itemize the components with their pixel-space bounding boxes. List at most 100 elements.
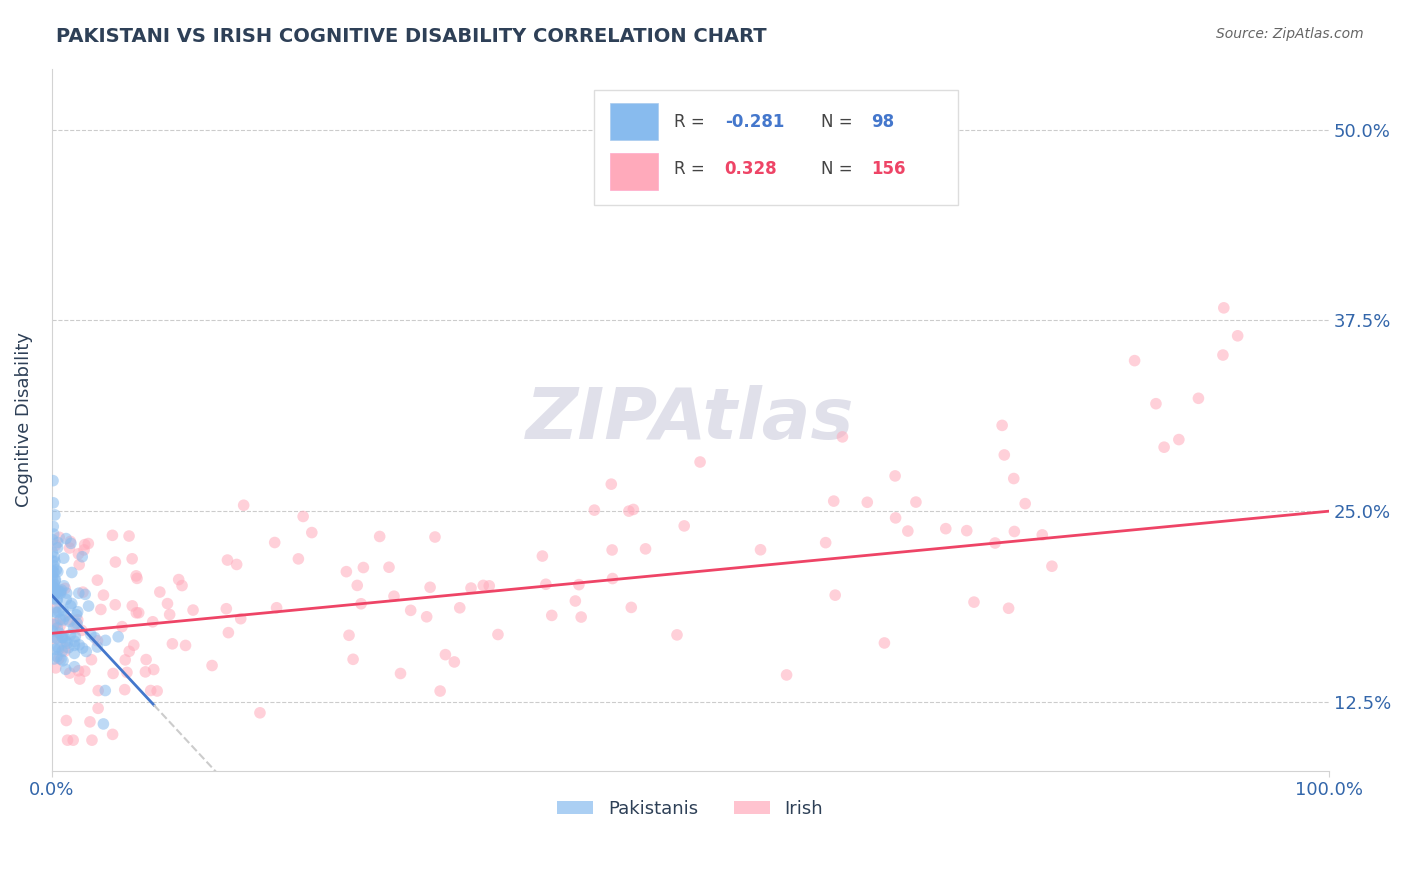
- Point: [249, 706, 271, 720]
- Point: [52, 631, 75, 645]
- Point: [42, 564, 65, 578]
- Point: [48, 530, 70, 544]
- Point: [94, 683, 117, 698]
- Text: 156: 156: [872, 160, 905, 178]
- Point: [621, 502, 644, 516]
- Point: [65, 607, 87, 622]
- Point: [42, 496, 65, 510]
- Point: [77, 536, 100, 550]
- Point: [42, 527, 65, 541]
- Point: [118, 644, 141, 658]
- Point: [55, 586, 77, 600]
- Point: [904, 495, 927, 509]
- Point: [232, 498, 254, 512]
- Point: [181, 603, 204, 617]
- Point: [53, 640, 76, 655]
- Point: [215, 601, 238, 615]
- Text: R =: R =: [673, 113, 710, 131]
- Point: [472, 578, 495, 592]
- Y-axis label: Cognitive Disability: Cognitive Disability: [15, 332, 32, 508]
- Point: [73, 542, 96, 557]
- Point: [46, 649, 69, 664]
- Point: [44, 642, 66, 657]
- Point: [49, 612, 72, 626]
- Point: [87, 701, 110, 715]
- Point: [77, 599, 100, 613]
- Point: [101, 727, 124, 741]
- Point: [62, 733, 84, 747]
- Point: [73, 664, 96, 678]
- Point: [58, 541, 80, 555]
- Point: [46, 632, 69, 646]
- Point: [67, 547, 90, 561]
- Point: [52, 579, 75, 593]
- Point: [564, 594, 586, 608]
- Point: [1167, 433, 1189, 447]
- Point: [87, 683, 110, 698]
- Point: [75, 644, 97, 658]
- Point: [217, 625, 239, 640]
- Point: [49, 586, 72, 600]
- Point: [48, 626, 70, 640]
- Point: [42, 630, 65, 644]
- Point: [814, 535, 837, 549]
- Point: [67, 664, 90, 678]
- Point: [170, 578, 193, 592]
- Point: [1002, 471, 1025, 485]
- Point: [53, 582, 76, 596]
- Point: [107, 630, 129, 644]
- Point: [115, 665, 138, 680]
- Point: [60, 566, 83, 580]
- Point: [689, 455, 711, 469]
- Point: [486, 627, 509, 641]
- Point: [55, 714, 77, 728]
- Point: [70, 549, 93, 564]
- Point: [59, 599, 82, 613]
- Point: [63, 639, 86, 653]
- Point: [46, 541, 69, 555]
- Point: [139, 683, 162, 698]
- Point: [634, 541, 657, 556]
- Point: [1123, 353, 1146, 368]
- Point: [478, 579, 501, 593]
- Point: [831, 430, 853, 444]
- Point: [79, 714, 101, 729]
- Point: [292, 509, 315, 524]
- Point: [146, 684, 169, 698]
- Point: [823, 494, 845, 508]
- Point: [122, 638, 145, 652]
- Point: [540, 608, 562, 623]
- Point: [749, 542, 772, 557]
- Point: [42, 558, 65, 573]
- Point: [41, 545, 63, 559]
- Point: [58, 613, 80, 627]
- Point: [531, 549, 554, 563]
- Point: [44, 584, 66, 599]
- Point: [1002, 524, 1025, 539]
- Point: [41, 554, 63, 568]
- Point: [46, 615, 69, 630]
- Point: [600, 477, 623, 491]
- Point: [44, 549, 66, 564]
- Point: [42, 580, 65, 594]
- Point: [44, 605, 66, 619]
- Point: [342, 652, 364, 666]
- Point: [46, 640, 69, 655]
- Text: PAKISTANI VS IRISH COGNITIVE DISABILITY CORRELATION CHART: PAKISTANI VS IRISH COGNITIVE DISABILITY …: [56, 27, 766, 45]
- Point: [568, 577, 591, 591]
- Point: [75, 587, 97, 601]
- Point: [44, 577, 66, 591]
- Point: [1212, 301, 1234, 315]
- Point: [86, 573, 108, 587]
- Point: [135, 652, 157, 666]
- Point: [118, 529, 141, 543]
- Point: [80, 653, 103, 667]
- Point: [44, 555, 66, 569]
- Point: [335, 565, 357, 579]
- Point: [51, 582, 73, 597]
- Point: [378, 560, 401, 574]
- Point: [93, 717, 115, 731]
- Point: [49, 584, 72, 599]
- Point: [114, 682, 136, 697]
- Point: [42, 579, 65, 593]
